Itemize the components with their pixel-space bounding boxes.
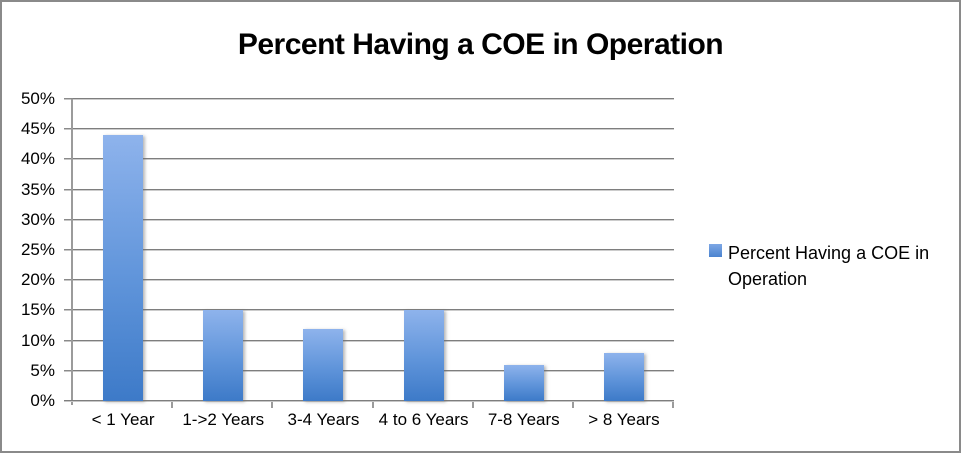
y-axis-tick <box>64 369 73 372</box>
gridline <box>73 188 674 191</box>
y-axis-tick <box>64 218 73 221</box>
y-axis-label: 25% <box>20 240 55 259</box>
y-axis-tick <box>64 98 73 100</box>
gridline <box>73 249 674 251</box>
x-axis-label: < 1 Year <box>91 410 155 429</box>
y-axis-label: 0% <box>30 391 55 410</box>
x-axis-label: 4 to 6 Years <box>378 410 469 429</box>
gridline <box>73 158 674 161</box>
bar-1 <box>103 135 144 401</box>
y-axis-label: 15% <box>20 300 55 320</box>
legend-label: Percent Having a COE in Operation <box>728 243 930 289</box>
y-axis-tick <box>64 339 73 342</box>
x-axis-label: 3-4 Years <box>287 410 360 429</box>
y-axis-label: 10% <box>20 330 55 350</box>
y-axis-line <box>71 99 73 405</box>
x-axis-label: 7-8 Years <box>487 410 560 429</box>
gridline <box>73 309 674 312</box>
y-axis-label: 50% <box>20 89 55 108</box>
gridline <box>73 369 674 372</box>
gridline <box>73 98 674 100</box>
bar-6 <box>603 352 644 401</box>
gridline <box>73 218 674 221</box>
y-axis-tick <box>64 249 73 251</box>
y-axis-label: 20% <box>20 270 55 290</box>
x-axis-tick <box>672 402 674 408</box>
x-axis-tick <box>171 402 174 408</box>
x-axis-label: 1->2 Years <box>182 410 265 429</box>
y-axis-tick <box>64 188 73 191</box>
y-axis-tick <box>64 158 73 161</box>
gridline <box>73 279 674 282</box>
y-axis-tick <box>64 279 73 282</box>
x-axis-label: > 8 Years <box>588 410 660 429</box>
y-axis-label: 30% <box>20 209 55 229</box>
x-axis-line <box>64 400 674 402</box>
bar-3 <box>303 328 344 401</box>
bar-5 <box>503 364 544 401</box>
y-axis-label: 35% <box>20 179 55 199</box>
legend-swatch-icon <box>709 244 722 257</box>
y-axis-label: 5% <box>30 360 55 380</box>
bar-2 <box>203 310 244 401</box>
x-axis-tick <box>271 402 274 408</box>
legend: Percent Having a COE in Operation <box>709 240 959 292</box>
x-axis-tick <box>471 402 474 408</box>
gridline <box>73 339 674 342</box>
y-axis-label: 45% <box>20 119 55 139</box>
y-axis-tick <box>64 309 73 312</box>
gridline <box>73 128 674 131</box>
chart-title: Percent Having a COE in Operation <box>237 28 724 61</box>
y-axis-label: 40% <box>20 149 55 169</box>
x-axis-tick <box>371 402 374 408</box>
bar-4 <box>403 310 444 401</box>
plot-area: 0% 5% 10% 15% 20% 25% 30% 35% 40% 45% 50% < 1 Year 1… <box>21 89 674 429</box>
x-axis-tick <box>571 402 574 408</box>
y-axis-tick <box>64 128 73 131</box>
